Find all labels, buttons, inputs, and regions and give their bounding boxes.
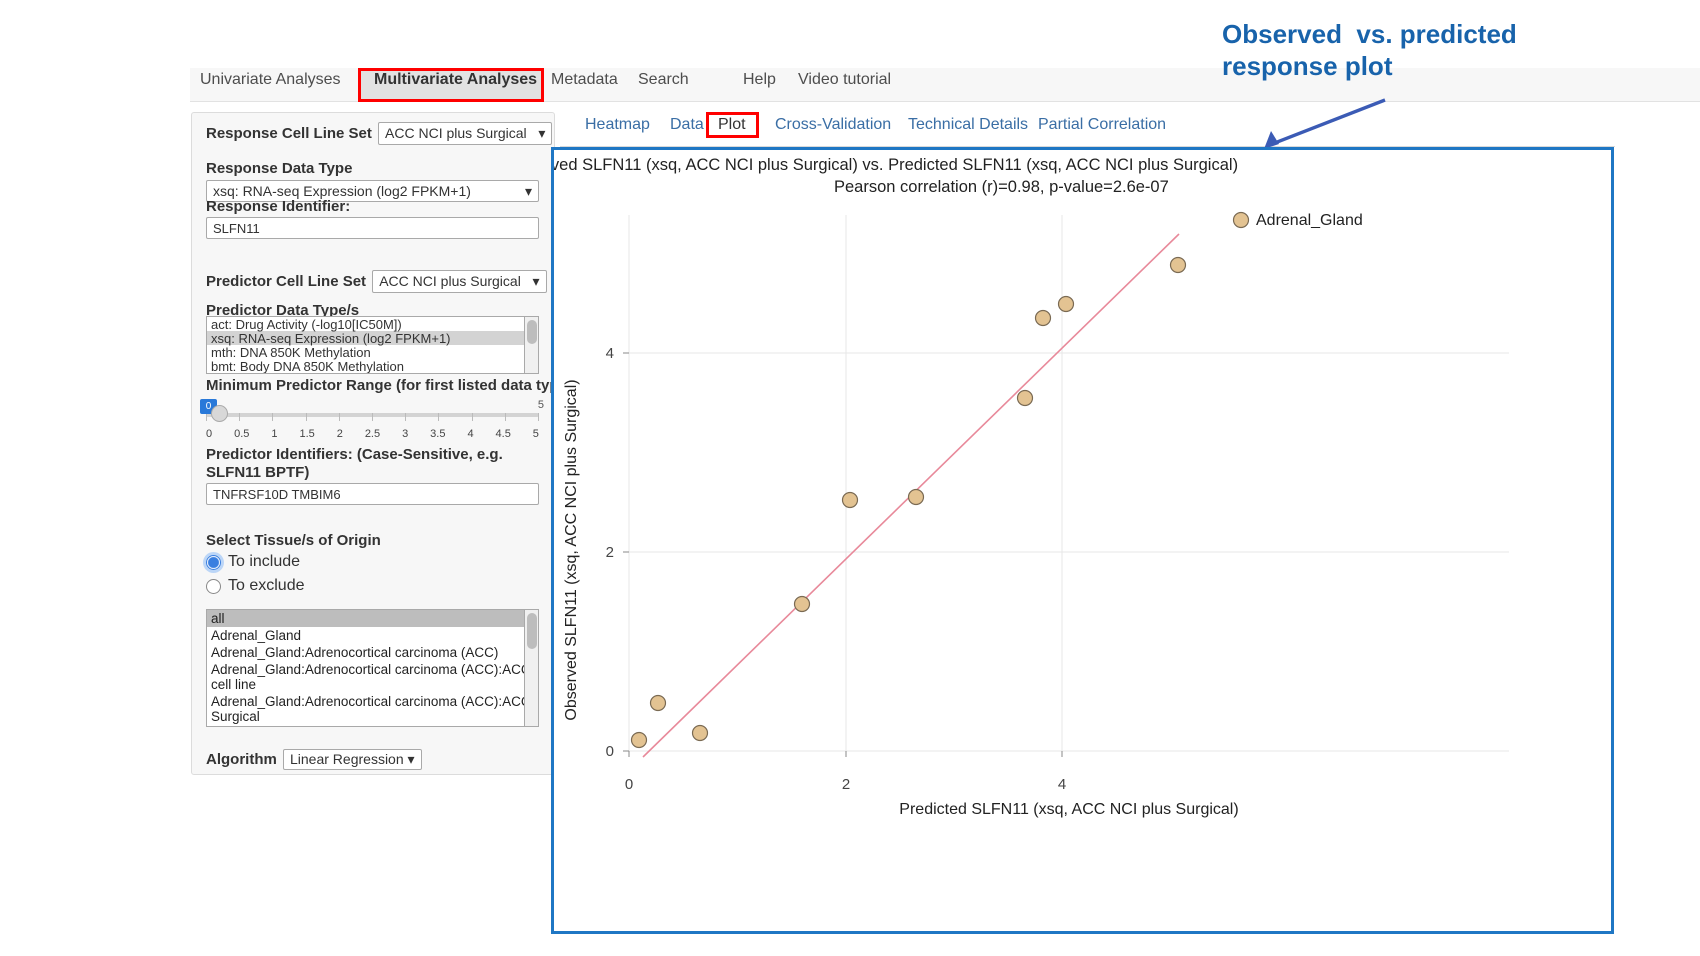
svg-text:0: 0 xyxy=(606,743,614,760)
svg-text:Pearson correlation (r)=0.98,: Pearson correlation (r)=0.98, p-value=2.… xyxy=(834,178,1169,196)
svg-text:0: 0 xyxy=(625,776,633,793)
svg-text:Observed SLFN11 (xsq, ACC NCI: Observed SLFN11 (xsq, ACC NCI plus Surgi… xyxy=(554,156,1238,174)
svg-text:Predicted SLFN11 (xsq, ACC NCI: Predicted SLFN11 (xsq, ACC NCI plus Surg… xyxy=(899,801,1238,818)
svg-text:2: 2 xyxy=(606,544,614,561)
svg-text:4: 4 xyxy=(1058,776,1066,793)
svg-text:4: 4 xyxy=(606,345,614,362)
svg-text:Adrenal_Gland: Adrenal_Gland xyxy=(1256,212,1363,229)
svg-text:2: 2 xyxy=(842,776,850,793)
svg-text:Observed SLFN11 (xsq, ACC NCI: Observed SLFN11 (xsq, ACC NCI plus Surgi… xyxy=(563,379,580,720)
